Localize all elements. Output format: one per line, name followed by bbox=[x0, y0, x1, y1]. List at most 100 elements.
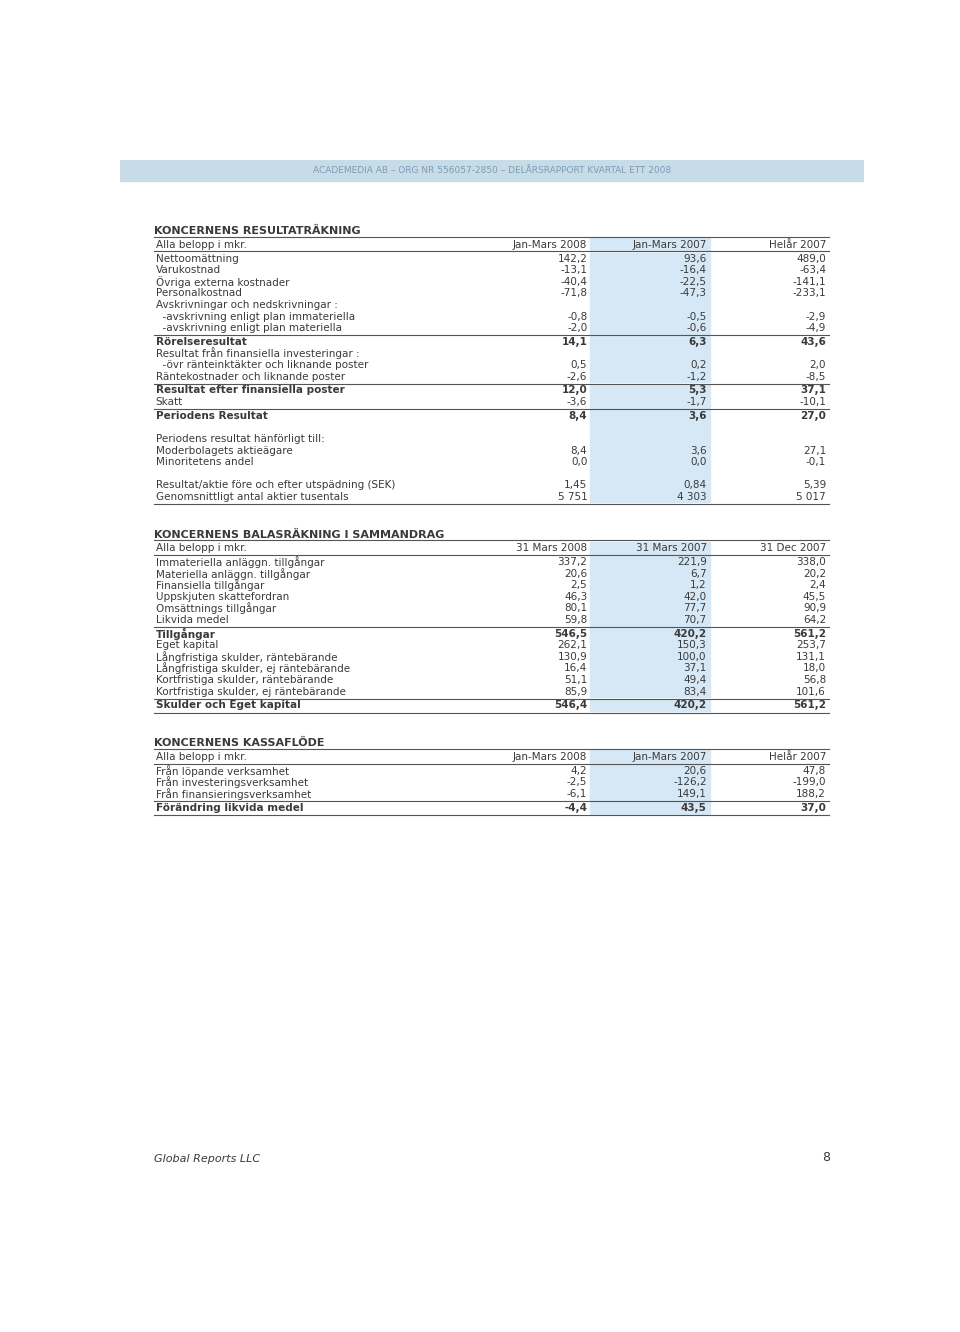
Bar bbox=[590, 310, 709, 322]
Text: -40,4: -40,4 bbox=[561, 277, 588, 286]
Text: 4,2: 4,2 bbox=[570, 766, 588, 775]
Bar bbox=[590, 410, 709, 422]
Text: -4,4: -4,4 bbox=[564, 803, 588, 813]
Bar bbox=[590, 480, 709, 492]
Text: -övr ränteinktäkter och liknande poster: -övr ränteinktäkter och liknande poster bbox=[156, 360, 368, 370]
Text: -2,9: -2,9 bbox=[805, 312, 826, 321]
Text: Kortfristiga skulder, räntebärande: Kortfristiga skulder, räntebärande bbox=[156, 675, 333, 685]
Text: 561,2: 561,2 bbox=[793, 629, 826, 639]
Bar bbox=[590, 750, 709, 763]
Bar bbox=[590, 253, 709, 265]
Bar bbox=[590, 699, 709, 711]
Text: 90,9: 90,9 bbox=[803, 603, 826, 613]
Text: 337,2: 337,2 bbox=[558, 557, 588, 567]
Text: Jan-Mars 2008: Jan-Mars 2008 bbox=[513, 753, 588, 762]
Bar bbox=[120, 160, 864, 181]
Bar bbox=[590, 567, 709, 579]
Text: 18,0: 18,0 bbox=[803, 663, 826, 674]
Text: 31 Mars 2008: 31 Mars 2008 bbox=[516, 543, 588, 553]
Bar bbox=[590, 789, 709, 799]
Text: 47,8: 47,8 bbox=[803, 766, 826, 775]
Text: Likvida medel: Likvida medel bbox=[156, 615, 228, 625]
Text: 4 303: 4 303 bbox=[677, 492, 707, 502]
Bar bbox=[590, 557, 709, 567]
Text: Materiella anläggn. tillgångar: Materiella anläggn. tillgångar bbox=[156, 567, 310, 579]
Bar bbox=[590, 422, 709, 433]
Bar bbox=[590, 322, 709, 334]
Text: 80,1: 80,1 bbox=[564, 603, 588, 613]
Text: KONCERNENS BALASRÄKNING I SAMMANDRAG: KONCERNENS BALASRÄKNING I SAMMANDRAG bbox=[155, 529, 444, 539]
Text: Skatt: Skatt bbox=[156, 397, 183, 408]
Text: -1,2: -1,2 bbox=[686, 372, 707, 381]
Bar bbox=[590, 627, 709, 639]
Text: 253,7: 253,7 bbox=[796, 641, 826, 650]
Bar bbox=[590, 542, 709, 555]
Text: Moderbolagets aktieägare: Moderbolagets aktieägare bbox=[156, 445, 293, 456]
Bar bbox=[590, 492, 709, 502]
Text: Rörelseresultat: Rörelseresultat bbox=[156, 337, 247, 346]
Text: 8,4: 8,4 bbox=[568, 410, 588, 421]
Text: 8: 8 bbox=[822, 1151, 829, 1164]
Text: 489,0: 489,0 bbox=[796, 254, 826, 264]
Bar bbox=[590, 300, 709, 310]
Text: Genomsnittligt antal aktier tusentals: Genomsnittligt antal aktier tusentals bbox=[156, 492, 348, 502]
Bar bbox=[590, 370, 709, 382]
Text: 0,0: 0,0 bbox=[690, 457, 707, 468]
Text: Uppskjuten skattefordran: Uppskjuten skattefordran bbox=[156, 591, 289, 602]
Text: 31 Mars 2007: 31 Mars 2007 bbox=[636, 543, 707, 553]
Text: 2,5: 2,5 bbox=[570, 581, 588, 590]
Text: 0,5: 0,5 bbox=[571, 360, 588, 370]
Text: 37,1: 37,1 bbox=[800, 385, 826, 396]
Text: ACADEMEDIA AB – ORG NR 556057-2850 – DELÅRSRAPPORT KVARTAL ETT 2008: ACADEMEDIA AB – ORG NR 556057-2850 – DEL… bbox=[313, 166, 671, 174]
Text: 5,39: 5,39 bbox=[803, 480, 826, 490]
Text: 43,5: 43,5 bbox=[681, 803, 707, 813]
Text: Kortfristiga skulder, ej räntebärande: Kortfristiga skulder, ej räntebärande bbox=[156, 686, 346, 697]
Bar bbox=[590, 591, 709, 602]
Text: 100,0: 100,0 bbox=[677, 651, 707, 662]
Bar bbox=[590, 445, 709, 457]
Text: -0,8: -0,8 bbox=[567, 312, 588, 321]
Text: 16,4: 16,4 bbox=[564, 663, 588, 674]
Text: 420,2: 420,2 bbox=[674, 701, 707, 710]
Text: 8,4: 8,4 bbox=[570, 445, 588, 456]
Text: 77,7: 77,7 bbox=[684, 603, 707, 613]
Text: 49,4: 49,4 bbox=[684, 675, 707, 685]
Text: Långfristiga skulder, räntebärande: Långfristiga skulder, räntebärande bbox=[156, 651, 337, 663]
Text: -6,1: -6,1 bbox=[567, 789, 588, 799]
Text: Långfristiga skulder, ej räntebärande: Långfristiga skulder, ej räntebärande bbox=[156, 662, 349, 674]
Text: Tillgångar: Tillgångar bbox=[156, 627, 216, 639]
Text: Periodens Resultat: Periodens Resultat bbox=[156, 410, 268, 421]
Bar bbox=[590, 662, 709, 674]
Text: 51,1: 51,1 bbox=[564, 675, 588, 685]
Bar bbox=[590, 348, 709, 360]
Text: -22,5: -22,5 bbox=[680, 277, 707, 286]
Text: 43,6: 43,6 bbox=[800, 337, 826, 346]
Text: -233,1: -233,1 bbox=[792, 289, 826, 298]
Text: 420,2: 420,2 bbox=[674, 629, 707, 639]
Bar bbox=[590, 468, 709, 480]
Bar bbox=[590, 614, 709, 626]
Text: 45,5: 45,5 bbox=[803, 591, 826, 602]
Bar bbox=[590, 360, 709, 370]
Text: -2,6: -2,6 bbox=[567, 372, 588, 381]
Text: Jan-Mars 2007: Jan-Mars 2007 bbox=[633, 753, 707, 762]
Text: -71,8: -71,8 bbox=[561, 289, 588, 298]
Text: 70,7: 70,7 bbox=[684, 615, 707, 625]
Text: 0,0: 0,0 bbox=[571, 457, 588, 468]
Text: -2,0: -2,0 bbox=[567, 324, 588, 333]
Bar bbox=[590, 674, 709, 686]
Text: 149,1: 149,1 bbox=[677, 789, 707, 799]
Text: -126,2: -126,2 bbox=[673, 778, 707, 787]
Bar bbox=[590, 288, 709, 300]
Text: Nettoomättning: Nettoomättning bbox=[156, 254, 238, 264]
Text: Resultat från finansiella investeringar :: Resultat från finansiella investeringar … bbox=[156, 348, 359, 360]
Text: Minoritetens andel: Minoritetens andel bbox=[156, 457, 253, 468]
Text: 6,7: 6,7 bbox=[690, 569, 707, 578]
Text: 221,9: 221,9 bbox=[677, 557, 707, 567]
Text: -0,1: -0,1 bbox=[805, 457, 826, 468]
Text: KONCERNENS RESULTATRÄKNING: KONCERNENS RESULTATRÄKNING bbox=[155, 226, 361, 236]
Text: 0,84: 0,84 bbox=[684, 480, 707, 490]
Text: 27,0: 27,0 bbox=[800, 410, 826, 421]
Text: Alla belopp i mkr.: Alla belopp i mkr. bbox=[156, 753, 247, 762]
Text: Från finansieringsverksamhet: Från finansieringsverksamhet bbox=[156, 789, 311, 801]
